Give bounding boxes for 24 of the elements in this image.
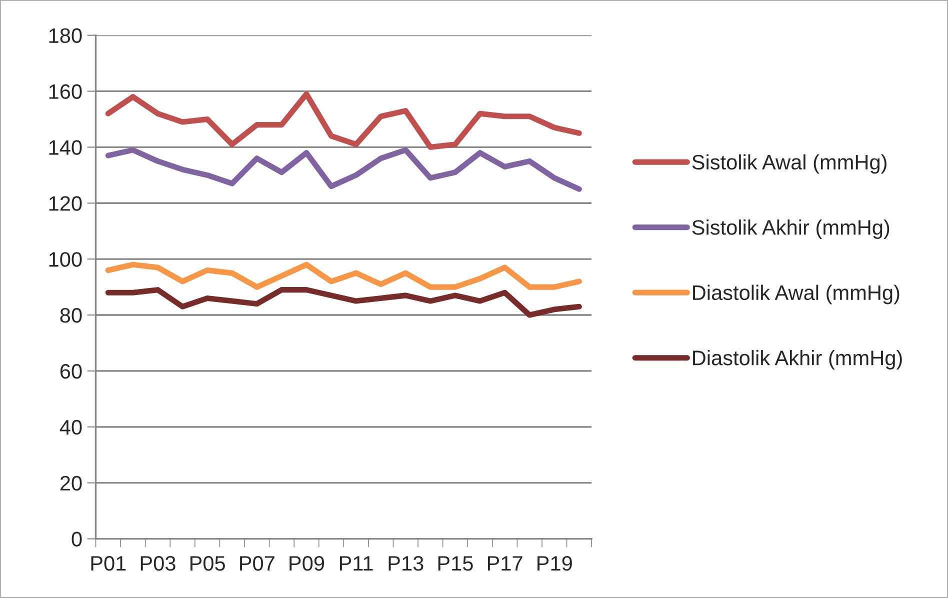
y-tick-label: 0 xyxy=(72,532,82,547)
y-tick-label: 40 xyxy=(60,420,82,435)
y-tick-label: 100 xyxy=(49,252,82,267)
x-tick-label: P03 xyxy=(140,556,176,571)
x-tick-label: P11 xyxy=(340,556,373,571)
legend-label: Diastolik Akhir (mmHg) xyxy=(693,350,902,370)
y-tick-label: 160 xyxy=(49,84,82,99)
x-tick-label: P17 xyxy=(488,556,522,571)
legend-label: Sistolik Awal (mmHg) xyxy=(692,154,886,174)
x-tick-label: P05 xyxy=(190,556,225,571)
x-tick-label: P15 xyxy=(438,556,473,571)
y-tick-label: 80 xyxy=(60,308,82,323)
y-tick-label: 120 xyxy=(49,196,82,211)
x-tick-label: P13 xyxy=(388,556,424,571)
y-tick-label: 180 xyxy=(49,28,82,44)
legend-label: Diastolik Awal (mmHg) xyxy=(693,284,900,304)
x-tick-label: P07 xyxy=(240,556,274,571)
y-tick-label: 20 xyxy=(60,476,82,491)
x-tick-label: P09 xyxy=(290,556,324,571)
x-tick-label: P19 xyxy=(538,556,572,571)
y-tick-label: 60 xyxy=(60,364,82,379)
x-tick-label: P01 xyxy=(91,556,126,571)
legend-label: Sistolik Akhir (mmHg) xyxy=(692,220,890,239)
y-tick-label: 140 xyxy=(49,140,82,155)
